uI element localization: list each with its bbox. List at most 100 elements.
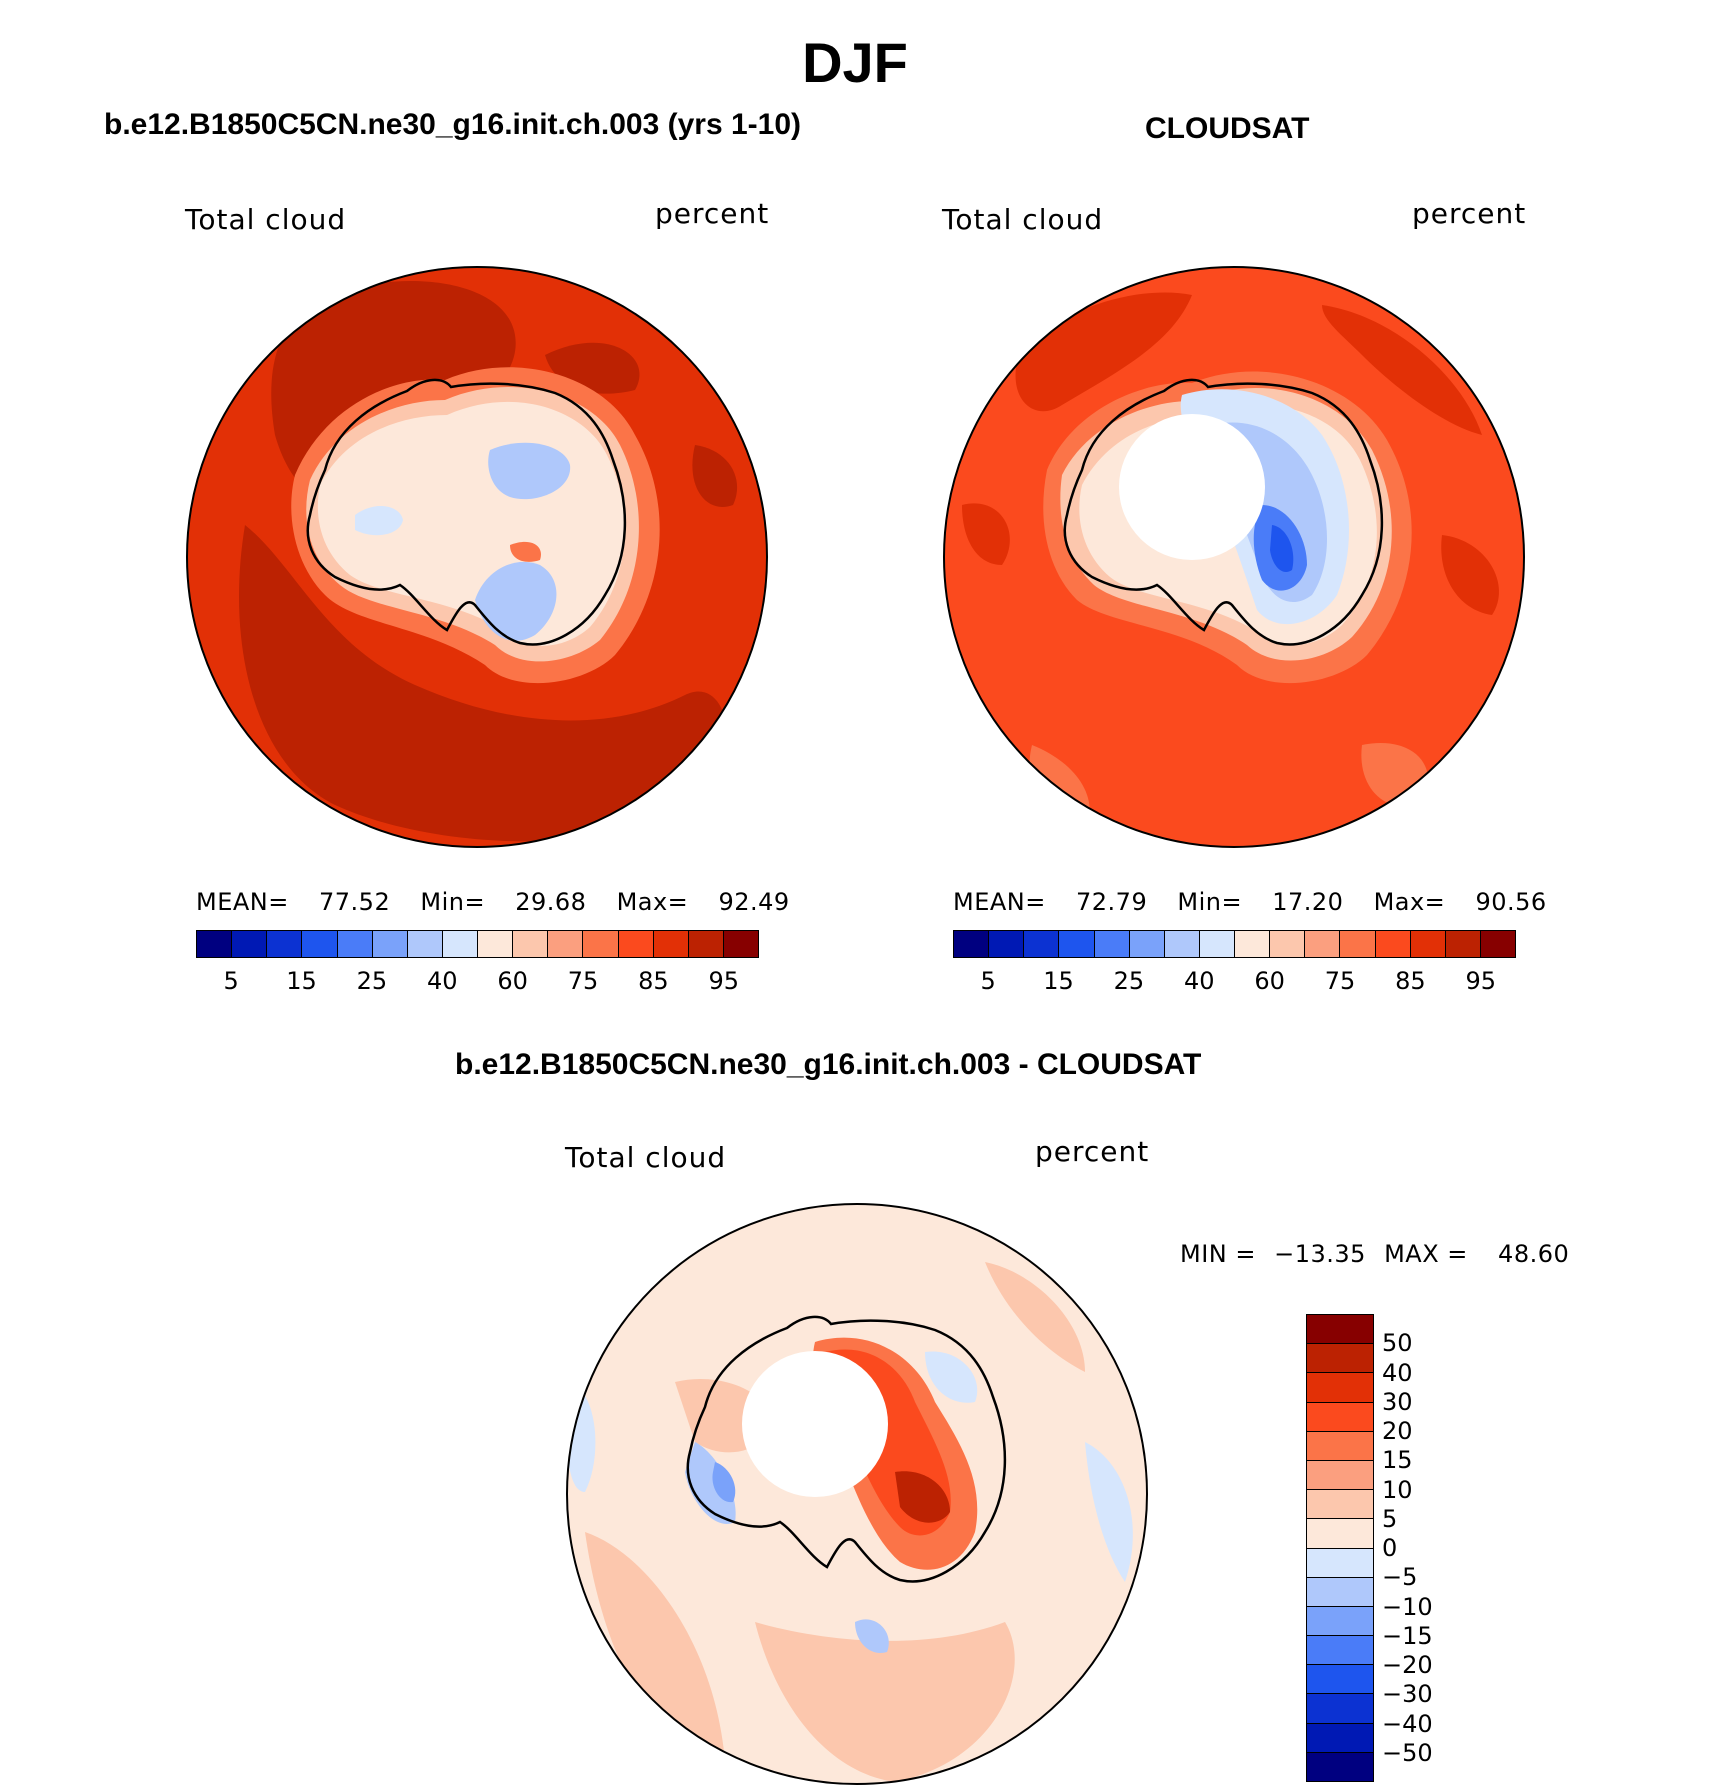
colorbar-tick-label: 95 [1465, 967, 1497, 995]
colorbar-swatch [1307, 1722, 1373, 1752]
colorbar-tick-label: 75 [1324, 967, 1356, 995]
colorbar-tick-label: 95 [708, 967, 740, 995]
colorbar-tick-label: 5 [1382, 1504, 1398, 1533]
map-cloudsat-total-cloud [943, 266, 1525, 848]
colorbar-tick-label: 40 [1184, 967, 1215, 995]
colorbar-swatch [1234, 931, 1270, 957]
min-label: Min= [1177, 888, 1243, 916]
colorbar-swatch [988, 931, 1024, 957]
colorbar-tick-label: 40 [1382, 1358, 1413, 1387]
map-diff-negative-region [685, 1442, 736, 1524]
max-value: 90.56 [1475, 888, 1547, 916]
colorbar-swatch [1128, 931, 1164, 957]
colorbar-tick-label: 60 [1254, 967, 1285, 995]
map-boundary-circle [186, 266, 768, 848]
map-coastline [306, 378, 627, 646]
panel-right-stats: MEAN= 72.79 Min= 17.20 Max= 90.56 [953, 888, 1547, 916]
colorbar-tick-label: 85 [638, 967, 669, 995]
colorbar-tick-label: 85 [1395, 967, 1426, 995]
colorbar-swatch [547, 931, 583, 957]
map-high-cloud-region [692, 445, 738, 507]
mean-label: MEAN= [953, 888, 1046, 916]
colorbar-tick-label: 30 [1382, 1387, 1413, 1416]
mean-value: 72.79 [1076, 888, 1148, 916]
colorbar-swatch [441, 931, 477, 957]
colorbar-tick-label: 60 [497, 967, 528, 995]
colorbar-swatch [1307, 1693, 1373, 1723]
map-high-cloud-region [239, 525, 727, 842]
colorbar-swatch [954, 931, 989, 957]
colorbar-tick-label: 15 [1043, 967, 1074, 995]
panel-right-units-label: percent [1412, 197, 1527, 230]
max-value: 48.60 [1498, 1240, 1570, 1268]
colorbar-swatch [336, 931, 372, 957]
map-diff-negative-region [925, 1351, 978, 1403]
map-model-total-cloud [186, 266, 768, 848]
colorbar-swatch [1479, 931, 1515, 957]
colorbar-swatch [1307, 1459, 1373, 1490]
colorbar-swatch [231, 931, 267, 957]
max-label: Max= [1373, 888, 1446, 916]
map-high-cloud-region [962, 503, 1010, 565]
map-diff-positive-region [985, 1262, 1085, 1372]
colorbar-swatch [301, 931, 337, 957]
colorbar-swatch [406, 931, 442, 957]
colorbar-cloudsat [953, 930, 1516, 958]
panel-bottom-stats: MIN = −13.35 MAX = 48.60 [1180, 1240, 1569, 1268]
colorbar-difference [1306, 1314, 1374, 1782]
colorbar-swatch [1163, 931, 1199, 957]
colorbar-swatch [1307, 1315, 1373, 1344]
map-missing-data-hole [1119, 414, 1265, 560]
colorbar-swatch [617, 931, 653, 957]
colorbar-tick-label: 15 [286, 967, 317, 995]
colorbar-tick-label: 25 [1113, 967, 1145, 995]
colorbar-swatch [512, 931, 548, 957]
map-low-cloud-region [488, 442, 571, 500]
colorbar-tick-label: 0 [1382, 1534, 1398, 1562]
colorbar-tick-label: 15 [1382, 1446, 1413, 1475]
colorbar-model [196, 930, 759, 958]
colorbar-swatch [1307, 1635, 1373, 1665]
colorbar-swatch [1307, 1751, 1373, 1781]
colorbar-swatch [1023, 931, 1059, 957]
colorbar-swatch [687, 931, 723, 957]
map-cloud-band [510, 541, 541, 562]
colorbar-swatch [1307, 1343, 1373, 1373]
colorbar-swatch [1198, 931, 1234, 957]
min-label: Min= [420, 888, 486, 916]
colorbar-swatch [722, 931, 758, 957]
colorbar-swatch [1307, 1430, 1373, 1460]
colorbar-swatch [1307, 1372, 1373, 1402]
map-missing-data-hole [742, 1351, 888, 1497]
colorbar-tick-label: −20 [1382, 1651, 1433, 1679]
mean-value: 77.52 [319, 888, 391, 916]
colorbar-swatch [1307, 1518, 1373, 1548]
map-boundary-circle [943, 266, 1525, 848]
panel-bottom-variable-label: Total cloud [565, 1141, 727, 1174]
colorbar-swatch [1269, 931, 1305, 957]
panel-left-units-label: percent [655, 197, 770, 230]
colorbar-tick-label: 5 [980, 967, 996, 995]
colorbar-swatch [652, 931, 688, 957]
mean-label: MEAN= [196, 888, 289, 916]
map-diff-negative-region [712, 1462, 736, 1503]
panel-left-stats: MEAN= 77.52 Min= 29.68 Max= 92.49 [196, 888, 790, 916]
colorbar-swatch [1307, 1401, 1373, 1431]
colorbar-model-ticks: 5 15 25 40 60 75 85 95 [196, 967, 759, 997]
panel-left-title: b.e12.B1850C5CN.ne30_g16.init.ch.003 (yr… [104, 108, 802, 141]
colorbar-swatch [1058, 931, 1094, 957]
colorbar-tick-label: −50 [1382, 1738, 1433, 1767]
map-diff-positive-region [755, 1622, 1015, 1782]
panel-bottom-units-label: percent [1035, 1135, 1150, 1168]
min-label: MIN = [1180, 1240, 1256, 1268]
colorbar-tick-label: −30 [1382, 1680, 1433, 1709]
map-low-cloud-region [475, 561, 557, 641]
colorbar-swatch [266, 931, 302, 957]
colorbar-tick-label: 40 [427, 967, 458, 995]
min-value: 29.68 [515, 888, 587, 916]
map-diff-negative-region [855, 1619, 889, 1653]
map-high-cloud-region [1441, 535, 1499, 615]
colorbar-tick-label: −5 [1382, 1563, 1418, 1592]
colorbar-tick-label: −15 [1382, 1621, 1433, 1650]
colorbar-tick-label: 20 [1382, 1417, 1413, 1445]
